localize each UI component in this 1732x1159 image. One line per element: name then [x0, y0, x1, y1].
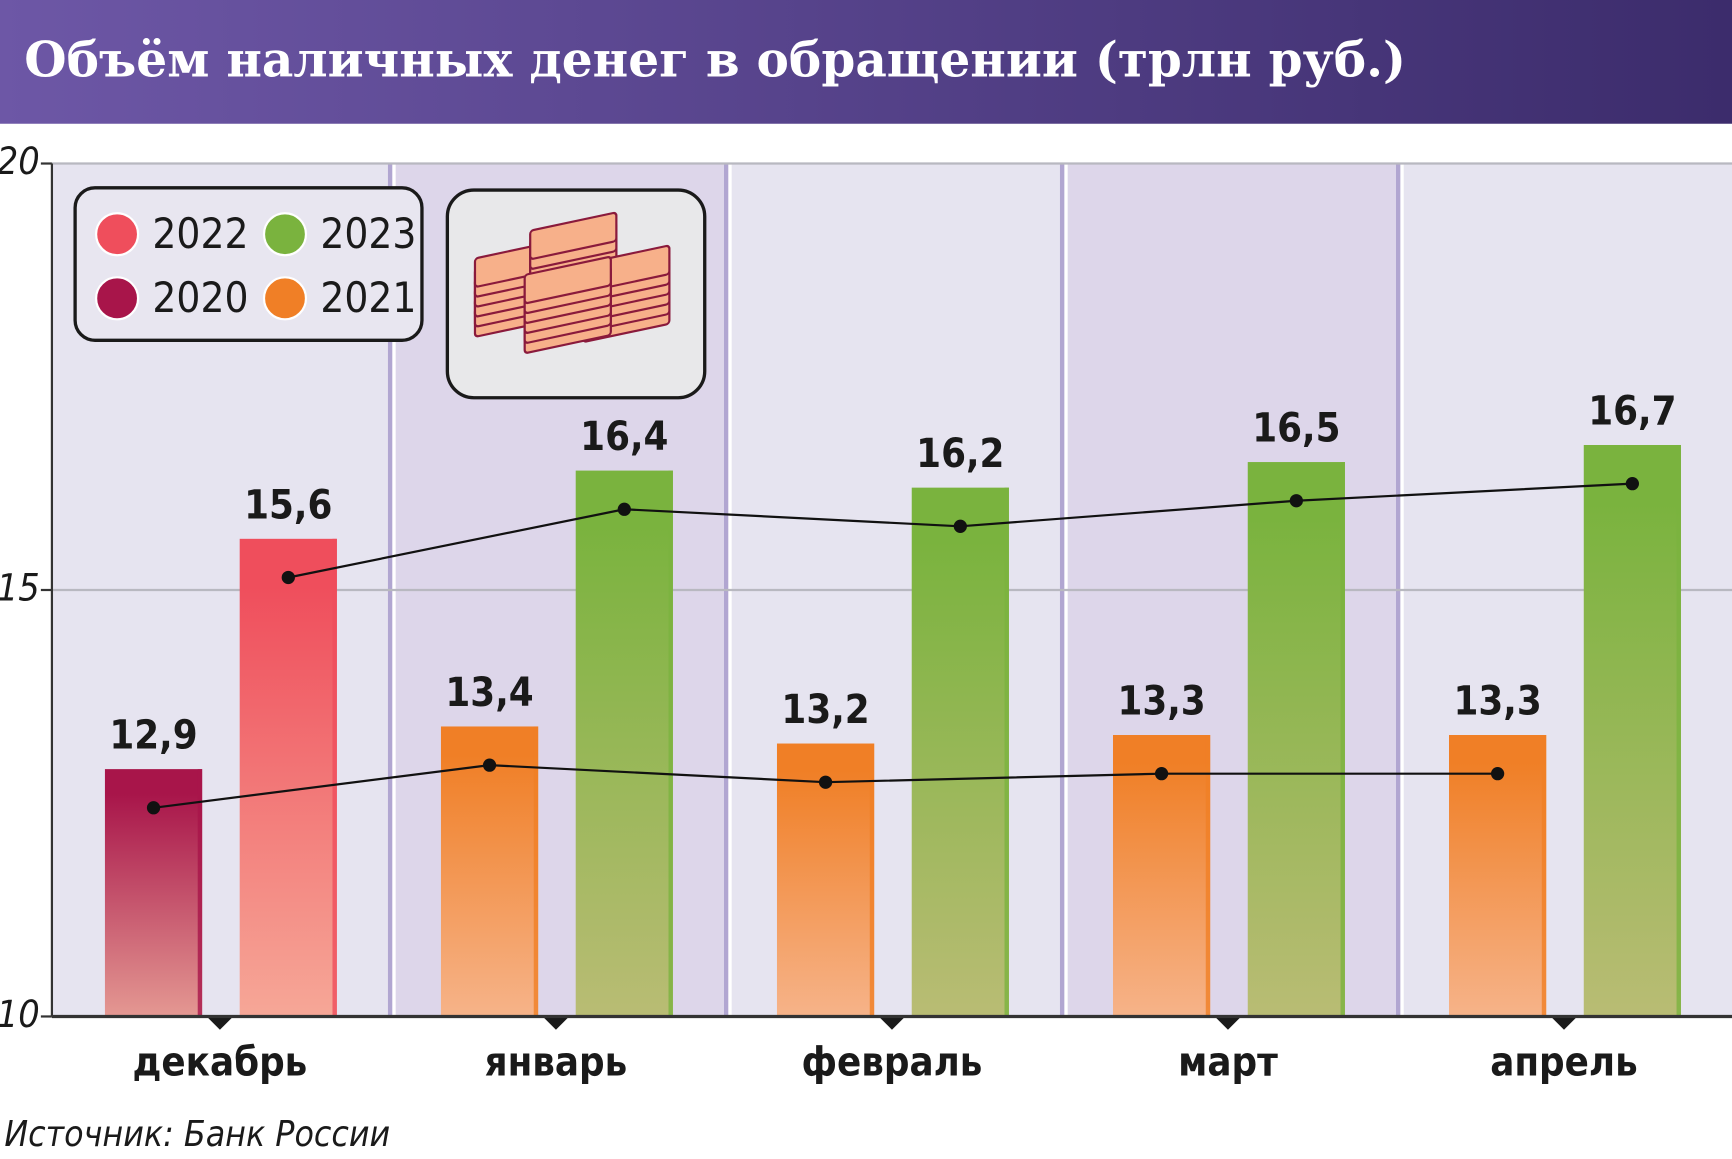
- bar-edge: [869, 743, 875, 1017]
- bar-edge: [1541, 734, 1547, 1017]
- bar: [1247, 462, 1345, 1017]
- x-tick-label: март: [1178, 1040, 1278, 1086]
- trend-dot: [617, 502, 631, 516]
- bar-edge: [533, 726, 539, 1017]
- value-label: 15,6: [244, 482, 332, 528]
- trend-dot: [1154, 767, 1169, 781]
- bar-edge: [1340, 462, 1345, 1017]
- legend-swatch: [262, 212, 308, 257]
- value-label: 12,9: [109, 713, 197, 759]
- legend-swatch: [94, 276, 140, 321]
- bar-edge: [1004, 487, 1009, 1017]
- trend-dot: [281, 570, 295, 585]
- category-marker: [1550, 1016, 1578, 1030]
- bar-edge: [668, 470, 673, 1017]
- value-label: 13,3: [1453, 679, 1541, 725]
- trend-dot: [146, 801, 161, 815]
- bar: [776, 743, 875, 1017]
- bar: [1583, 444, 1681, 1017]
- x-tick-label: апрель: [1490, 1040, 1638, 1086]
- x-tick-label: февраль: [801, 1040, 982, 1086]
- y-tick-label: 20: [0, 139, 40, 183]
- y-tick-label: 15: [0, 565, 40, 609]
- y-tick-label: 10: [0, 992, 40, 1036]
- value-label: 16,5: [1252, 406, 1340, 452]
- category-marker: [1214, 1016, 1242, 1030]
- trend-dot: [1490, 767, 1505, 781]
- legend-label: 2023: [320, 209, 416, 258]
- trend-dot: [482, 758, 497, 772]
- legend-swatch: [262, 276, 308, 321]
- value-label: 16,7: [1588, 389, 1676, 435]
- legend-label: 2020: [152, 273, 248, 322]
- bar: [1112, 734, 1211, 1017]
- legend-label: 2021: [320, 273, 416, 322]
- legend-box: [73, 186, 424, 342]
- trend-dot: [953, 519, 967, 533]
- chart-title: Объём наличных денег в обращении (трлн р…: [24, 32, 1406, 89]
- category-marker: [206, 1016, 234, 1030]
- x-tick-label: декабрь: [133, 1040, 308, 1086]
- bar: [575, 470, 673, 1017]
- value-label: 13,4: [445, 670, 533, 716]
- value-label: 13,3: [1117, 679, 1205, 725]
- header-bar: [0, 0, 1732, 124]
- bar: [239, 538, 337, 1017]
- bar-edge: [1205, 734, 1211, 1017]
- trend-dot: [1625, 477, 1639, 491]
- bar-edge: [332, 538, 337, 1017]
- category-marker: [542, 1016, 570, 1030]
- trend-dot: [818, 775, 833, 789]
- source: Источник: Банк России: [4, 1114, 390, 1155]
- bar-edge: [197, 769, 203, 1017]
- bar: [1449, 734, 1547, 1017]
- bar-edge: [1676, 444, 1681, 1017]
- value-label: 16,2: [916, 431, 1004, 477]
- trend-dot: [1289, 494, 1303, 508]
- value-label: 16,4: [580, 414, 668, 460]
- legend-swatch: [94, 212, 140, 257]
- x-tick-label: январь: [485, 1040, 628, 1086]
- category-marker: [878, 1016, 906, 1030]
- bar: [440, 726, 539, 1017]
- value-label: 13,2: [781, 687, 869, 733]
- legend-label: 2022: [152, 209, 248, 258]
- banknote: [529, 211, 618, 260]
- banknote: [523, 256, 612, 305]
- bar: [911, 487, 1009, 1017]
